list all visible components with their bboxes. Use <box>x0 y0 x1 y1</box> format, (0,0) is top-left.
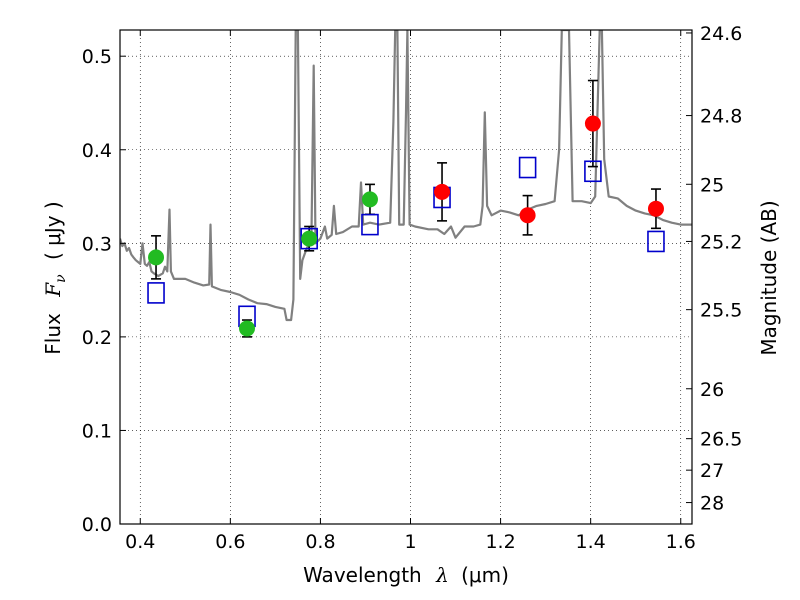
x-tick-label: 1.2 <box>485 531 515 553</box>
y2-tick-label: 25.5 <box>700 300 742 322</box>
y2-tick-label: 25 <box>700 174 724 196</box>
y-tick-label: 0.0 <box>82 514 112 536</box>
red-data-point <box>519 207 536 224</box>
model-square <box>518 156 537 179</box>
model-square <box>147 282 165 304</box>
plot-frame <box>119 29 693 525</box>
observed-points <box>148 115 664 337</box>
y-tick-label: 0.4 <box>82 140 112 162</box>
x-tick-label: 0.4 <box>125 531 155 553</box>
green-data-point <box>148 249 165 266</box>
y2-tick-label: 24.8 <box>700 106 742 128</box>
y2-tick-label: 24.6 <box>700 23 742 45</box>
green-data-point <box>301 230 318 247</box>
y-tick-label: 0.3 <box>82 233 112 255</box>
red-data-point <box>647 200 664 217</box>
y2-axis-label: Magnitude (AB) <box>757 200 781 355</box>
model-square <box>584 160 602 183</box>
y-tick-label: 0.1 <box>82 420 112 442</box>
axis-ticks <box>120 30 692 525</box>
green-data-point <box>361 191 378 208</box>
x-tick-label: 1.4 <box>576 531 606 553</box>
y-axis-label: Flux Fν ( μJy ) <box>41 201 70 354</box>
y-tick-label: 0.2 <box>82 327 112 349</box>
y2-tick-label: 26.5 <box>700 429 742 451</box>
x-tick-label: 1 <box>404 531 416 553</box>
model-photometry-squares <box>147 156 665 328</box>
y2-tick-label: 28 <box>700 493 724 515</box>
sed-line <box>120 30 692 322</box>
green-data-point <box>239 320 256 337</box>
x-tick-label: 0.8 <box>305 531 335 553</box>
x-tick-label: 0.6 <box>215 531 245 553</box>
x-tick-labels: 0.4 0.6 0.8 1 1.2 1.4 1.6 <box>125 531 696 553</box>
model-square <box>647 230 665 253</box>
y-tick-labels: 0.0 0.1 0.2 0.3 0.4 0.5 <box>82 46 112 536</box>
sed-model-line <box>120 30 692 322</box>
y2-tick-label: 25.2 <box>700 231 742 253</box>
y2-tick-label: 26 <box>700 379 724 401</box>
x-tick-label: 1.6 <box>666 531 696 553</box>
x-axis-label: Wavelength λ (μm) <box>303 563 509 587</box>
model-square <box>361 213 379 236</box>
y2-tick-labels: 24.6 24.8 25 25.2 25.5 26 26.5 27 28 <box>700 23 742 515</box>
red-data-point <box>584 115 601 132</box>
y2-tick-label: 27 <box>700 460 724 482</box>
red-data-point <box>434 183 451 200</box>
y-tick-label: 0.5 <box>82 46 112 68</box>
